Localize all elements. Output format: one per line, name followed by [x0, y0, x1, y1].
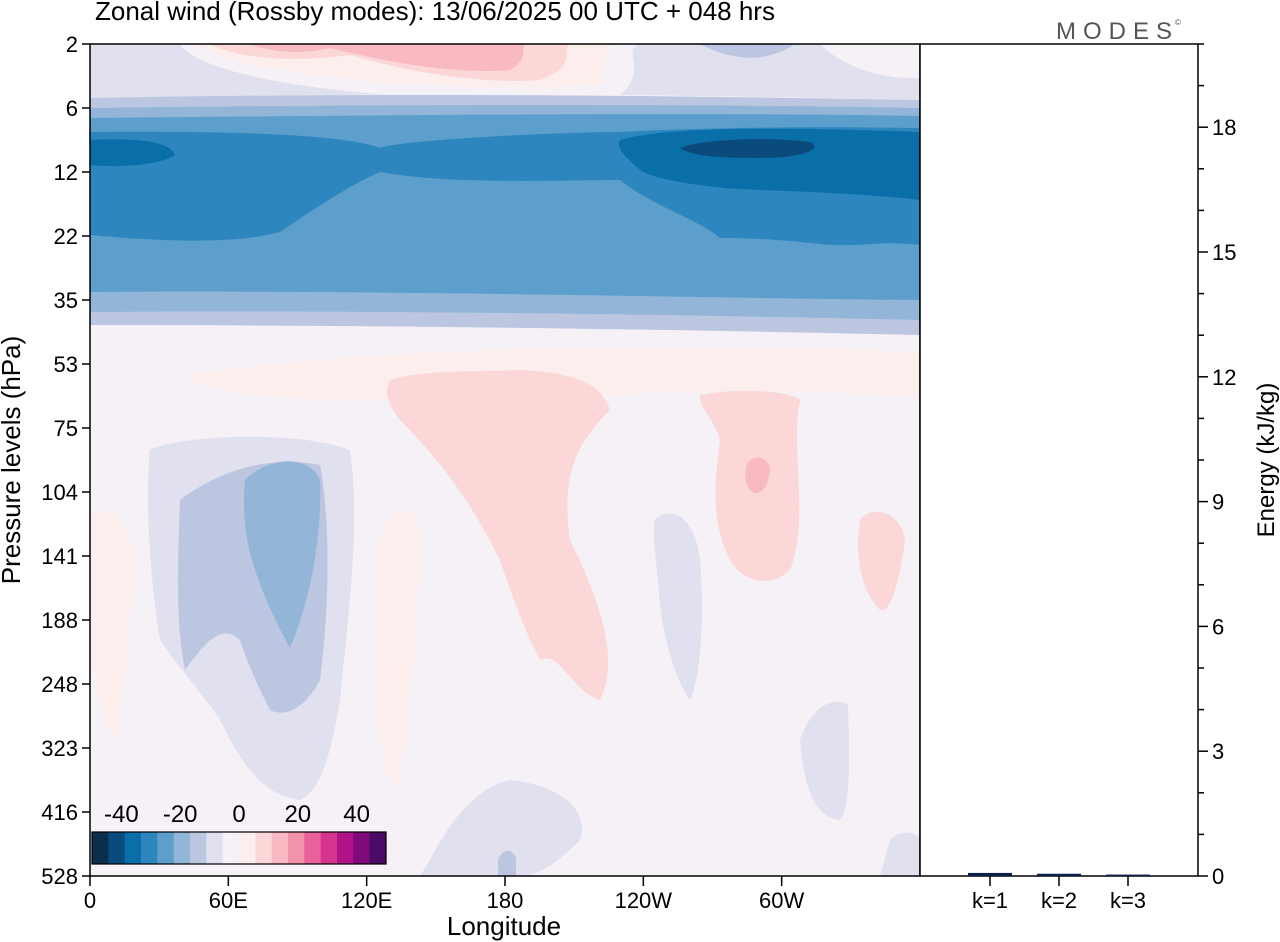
colorbar-swatch: [124, 832, 142, 864]
colorbar-swatch: [353, 832, 371, 864]
y-tick-label: 35: [54, 288, 78, 313]
colorbar-swatch: [157, 832, 175, 864]
colorbar-swatch: [222, 832, 240, 864]
y-tick-label: 528: [41, 864, 78, 889]
colorbar-swatch: [206, 832, 224, 864]
colorbar-swatch: [337, 832, 354, 864]
y-tick-label: 248: [41, 672, 78, 697]
x-tick-label: 0: [84, 888, 96, 913]
colorbar-swatch: [239, 832, 256, 864]
colorbar-swatch: [108, 832, 126, 864]
y-tick-label: 22: [54, 224, 78, 249]
colorbar-swatch: [271, 832, 289, 864]
energy-bar-k=3: [1106, 874, 1150, 877]
x-tick-label: 180: [487, 888, 524, 913]
energy-tick-label: 6: [1212, 614, 1224, 639]
energy-tick-label: 9: [1212, 490, 1224, 515]
energy-axis-label: Energy (kJ/kg): [1253, 383, 1280, 538]
x-tick-label: 60W: [759, 888, 804, 913]
x-axis-label: Longitude: [447, 911, 561, 941]
energy-bar-k=1: [968, 872, 1012, 876]
colorbar-swatch: [304, 832, 322, 864]
colorbar-swatch: [141, 832, 158, 864]
colorbar-tick-label: 40: [343, 801, 370, 828]
energy-tick-label: 18: [1212, 115, 1236, 140]
colorbar-swatch: [92, 832, 109, 864]
energy-bars: [968, 872, 1150, 877]
y-tick-label: 104: [41, 480, 78, 505]
y-tick-label: 6: [66, 96, 78, 121]
y-tick-label: 2: [66, 32, 78, 57]
k-label: k=2: [1041, 888, 1077, 913]
colorbar-swatch: [369, 832, 387, 864]
modes-logo: MODES©: [1056, 18, 1181, 45]
y-tick-label: 416: [41, 800, 78, 825]
zonal-wind-contour-field: [90, 44, 920, 876]
colorbar-swatch: [190, 832, 207, 864]
energy-tick-label: 3: [1212, 739, 1224, 764]
energy-tick-label: 15: [1212, 240, 1236, 265]
colorbar-frame: [91, 831, 387, 865]
y-tick-label: 12: [54, 160, 78, 185]
colorbar-swatch: [320, 832, 338, 864]
y-axis-label: Pressure levels (hPa): [0, 336, 26, 585]
y-tick-label: 75: [54, 416, 78, 441]
y-tick-label: 141: [41, 544, 78, 569]
colorbar-tick-label: -20: [163, 801, 198, 828]
colorbar-legend: -40 -20 0 20 40: [91, 801, 387, 865]
energy-panel: [919, 43, 1199, 877]
k-label: k=3: [1110, 888, 1146, 913]
colorbar-swatch: [288, 832, 305, 864]
energy-bar-k=2: [1037, 873, 1081, 876]
pressure-axis: 2 6 12 22 35 53 75 104 141 188 248 323 416 528: [41, 32, 90, 889]
colorbar-tick-label: 20: [284, 801, 311, 828]
y-tick-label: 323: [41, 736, 78, 761]
energy-tick-label: 12: [1212, 365, 1236, 390]
wavenumber-labels: k=1 k=2 k=3: [972, 876, 1146, 913]
colorbar-swatch: [255, 832, 273, 864]
x-tick-label: 120W: [615, 888, 673, 913]
x-tick-label: 120E: [341, 888, 392, 913]
k-label: k=1: [972, 888, 1008, 913]
colorbar-tick-label: -40: [104, 801, 139, 828]
colorbar-swatch: [173, 832, 191, 864]
chart-title: Zonal wind (Rossby modes): 13/06/2025 00…: [95, 0, 775, 26]
colorbar-tick-label: 0: [232, 801, 245, 828]
x-tick-label: 60E: [209, 888, 248, 913]
y-tick-label: 53: [54, 352, 78, 377]
y-tick-label: 188: [41, 608, 78, 633]
longitude-axis: 0 60E 120E 180 120W 60W: [84, 876, 805, 913]
energy-tick-label: 0: [1212, 864, 1224, 889]
energy-axis: 0 3 6 9 12 15 18: [1198, 43, 1236, 889]
